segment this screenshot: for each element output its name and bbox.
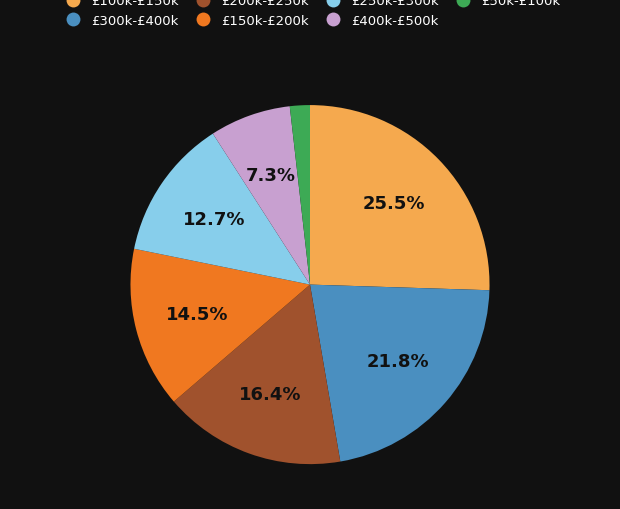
- Wedge shape: [310, 285, 489, 462]
- Wedge shape: [134, 134, 310, 285]
- Text: 12.7%: 12.7%: [182, 210, 245, 228]
- Wedge shape: [290, 106, 310, 285]
- Text: 14.5%: 14.5%: [166, 305, 228, 323]
- Legend: £100k-£150k, £300k-£400k, £200k-£250k, £150k-£200k, £250k-£300k, £400k-£500k, £5: £100k-£150k, £300k-£400k, £200k-£250k, £…: [56, 0, 564, 32]
- Wedge shape: [213, 107, 310, 285]
- Wedge shape: [310, 106, 490, 291]
- Text: 21.8%: 21.8%: [366, 353, 429, 371]
- Text: 16.4%: 16.4%: [239, 386, 302, 404]
- Text: 7.3%: 7.3%: [246, 166, 296, 184]
- Text: 25.5%: 25.5%: [363, 195, 425, 213]
- Wedge shape: [130, 249, 310, 402]
- Wedge shape: [174, 285, 340, 464]
